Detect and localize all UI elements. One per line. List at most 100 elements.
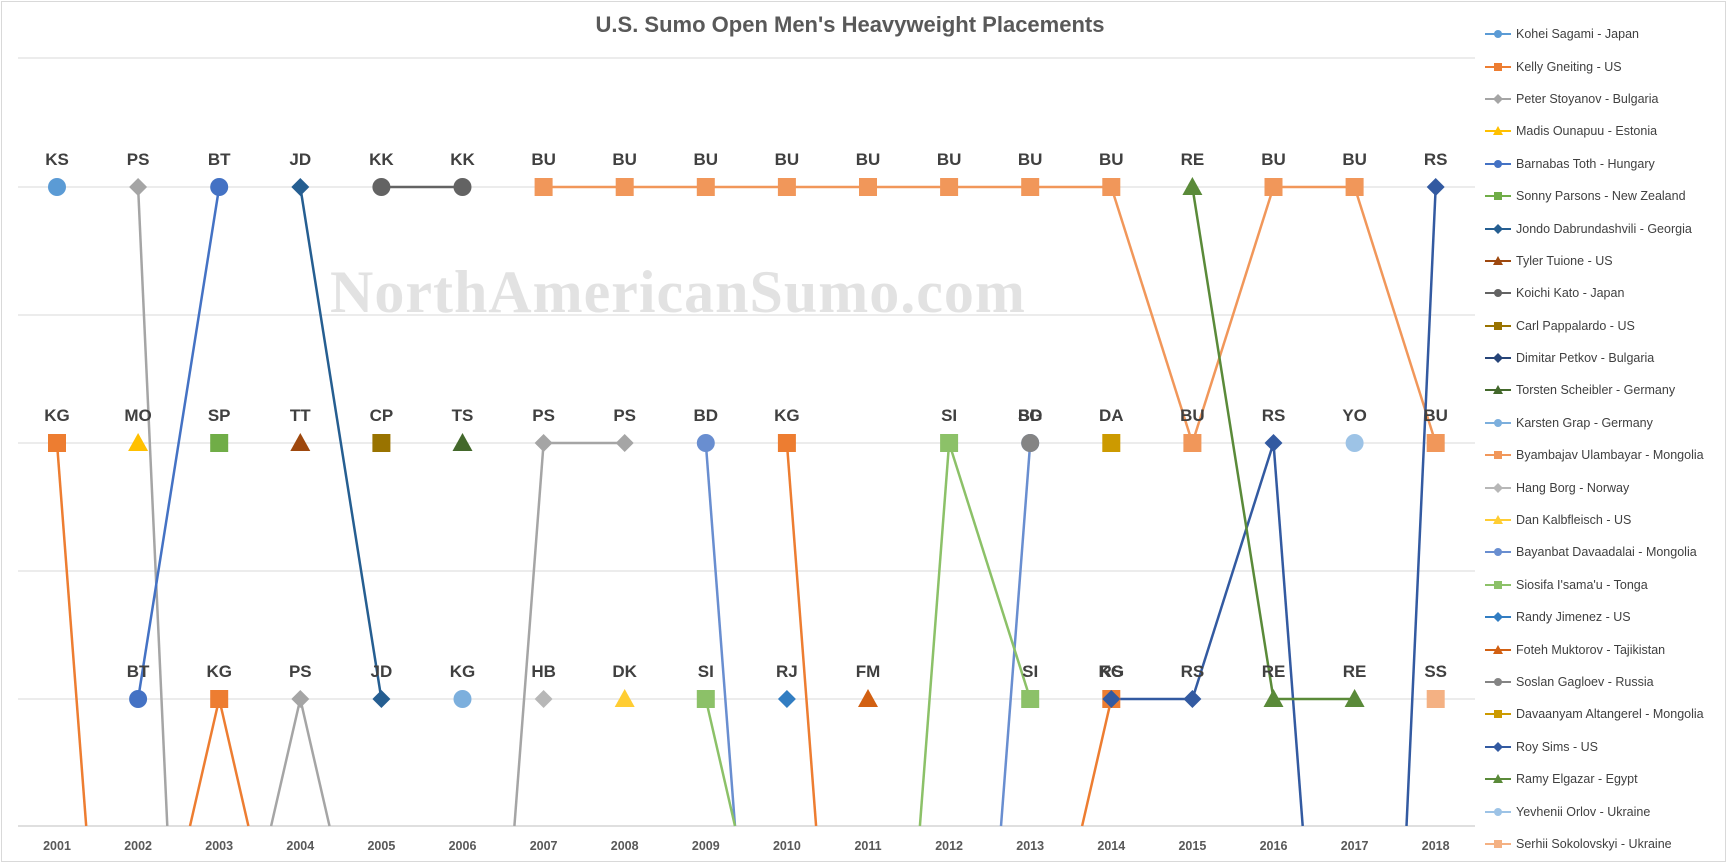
data-label: BU — [612, 150, 637, 169]
data-point — [1426, 434, 1445, 452]
data-point — [777, 178, 796, 196]
chart-title: U.S. Sumo Open Men's Heavyweight Placeme… — [595, 12, 1105, 37]
legend-item: Dimitar Petkov - Bulgaria — [1484, 342, 1724, 374]
data-point — [1264, 178, 1283, 196]
legend-swatch — [1485, 353, 1511, 364]
data-label: RE — [1262, 662, 1286, 681]
series-line — [188, 698, 221, 827]
data-point — [1021, 178, 1040, 196]
legend-swatch — [1485, 482, 1511, 493]
legend-item: Roy Sims - US — [1484, 731, 1724, 763]
data-point — [858, 689, 878, 707]
data-label: DA — [1099, 406, 1124, 425]
legend-swatch — [1485, 30, 1511, 39]
legend-item: Jondo Dabrundashvili - Georgia — [1484, 212, 1724, 244]
series-line — [704, 442, 737, 827]
data-label: JD — [289, 150, 311, 169]
data-label: RJ — [776, 662, 798, 681]
legend-item: Kohei Sagami - Japan — [1484, 18, 1724, 50]
data-point — [534, 178, 553, 196]
legend-swatch — [1485, 741, 1511, 752]
legend-label: Dan Kalbfleisch - US — [1516, 513, 1632, 528]
series-line — [269, 698, 302, 827]
legend-item: Siosifa I'sama'u - Tonga — [1484, 569, 1724, 601]
data-point — [615, 434, 634, 452]
legend-swatch — [1485, 807, 1511, 816]
data-point — [859, 178, 877, 196]
legend-swatch — [1485, 126, 1511, 136]
legend-label: Byambajav Ulambayar - Mongolia — [1516, 448, 1704, 463]
data-point — [696, 178, 715, 196]
data-point — [777, 434, 796, 452]
data-label: KS — [45, 150, 69, 169]
data-label: SS — [1424, 662, 1447, 681]
legend-label: Koichi Kato - Japan — [1516, 286, 1625, 301]
data-point — [372, 690, 391, 708]
data-point — [48, 434, 66, 452]
data-point — [291, 690, 310, 708]
legend-item: Sonny Parsons - New Zealand — [1484, 180, 1724, 212]
series-lines — [55, 185, 1437, 827]
data-label: BD — [1018, 406, 1043, 425]
data-point — [696, 434, 715, 452]
data-point — [1183, 690, 1202, 708]
data-label: TS — [452, 406, 474, 425]
data-label: HB — [531, 662, 556, 681]
legend-swatch — [1485, 678, 1511, 686]
data-label: BU — [1099, 150, 1124, 169]
legend-swatch — [1485, 580, 1511, 589]
data-point — [1102, 178, 1121, 196]
legend-swatch — [1485, 548, 1511, 557]
data-label: PS — [532, 406, 555, 425]
series-line — [999, 442, 1032, 827]
series-line — [217, 698, 250, 827]
series-line — [136, 186, 169, 827]
data-point — [1264, 434, 1283, 452]
data-label: BU — [1018, 150, 1043, 169]
data-point — [614, 689, 635, 707]
x-tick-label: 2003 — [205, 839, 233, 853]
data-label: BU — [856, 150, 881, 169]
data-point — [291, 178, 310, 196]
data-point — [1345, 434, 1364, 452]
series-line — [1110, 186, 1194, 444]
legend-label: Dimitar Petkov - Bulgaria — [1516, 351, 1655, 366]
legend-swatch — [1485, 159, 1511, 168]
legend-item: Byambajav Ulambayar - Mongolia — [1484, 439, 1724, 471]
data-point — [453, 178, 472, 196]
x-tick-label: 2017 — [1341, 839, 1369, 853]
legend-label: Siosifa I'sama'u - Tonga — [1516, 577, 1648, 592]
data-point — [48, 178, 66, 196]
legend-swatch — [1485, 451, 1511, 460]
data-point — [1345, 178, 1364, 196]
data-label: KG — [44, 406, 70, 425]
x-tick-label: 2015 — [1178, 839, 1206, 853]
data-point — [129, 690, 148, 708]
legend-swatch — [1485, 255, 1511, 265]
legend-item: Soslan Gagloev - Russia — [1484, 666, 1724, 698]
legend-label: Bayanbat Davaadalai - Mongolia — [1516, 545, 1697, 560]
legend-label: Karsten Grap - Germany — [1516, 415, 1653, 430]
legend-item: Hang Borg - Norway — [1484, 471, 1724, 503]
x-tick-label: 2006 — [449, 839, 477, 853]
series-line — [299, 186, 383, 700]
legend-swatch — [1485, 289, 1511, 298]
data-label: RS — [1181, 662, 1205, 681]
x-tick-label: 2016 — [1260, 839, 1288, 853]
series-line — [918, 442, 951, 827]
legend-swatch — [1485, 223, 1511, 234]
data-point — [1344, 689, 1365, 707]
data-point — [210, 178, 229, 196]
series-line — [1191, 186, 1275, 444]
data-label: KK — [450, 150, 475, 169]
data-point — [1021, 434, 1040, 452]
data-point — [372, 178, 391, 196]
legend-label: Kelly Gneiting - US — [1516, 59, 1622, 74]
series-line — [1353, 186, 1437, 444]
series-line — [513, 442, 545, 827]
data-point — [696, 690, 715, 708]
series-line — [1080, 698, 1113, 827]
legend-item: Dan Kalbfleisch - US — [1484, 504, 1724, 536]
data-label: BU — [694, 150, 719, 169]
legend-label: Peter Stoyanov - Bulgaria — [1516, 91, 1659, 106]
